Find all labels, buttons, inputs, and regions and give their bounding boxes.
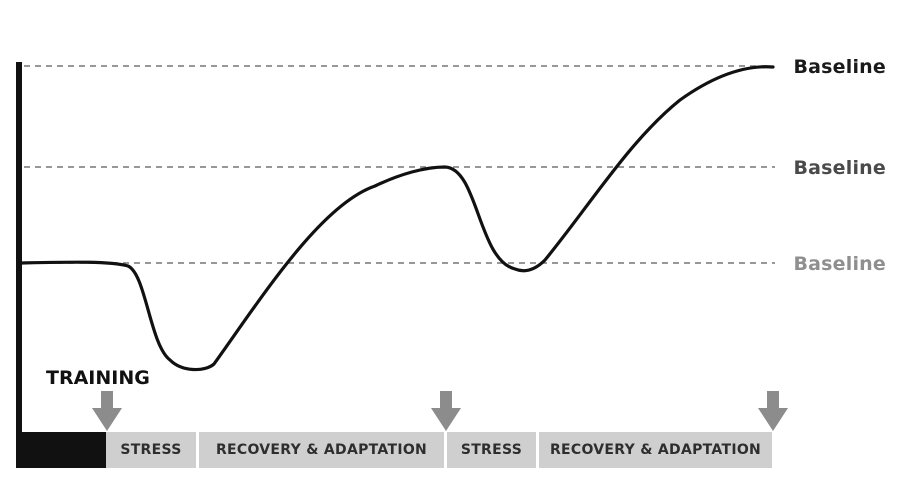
phase-recovery-adaptation: RECOVERY & ADAPTATION bbox=[539, 432, 772, 468]
phase-stress: STRESS bbox=[447, 432, 539, 468]
baseline-label-top: Baseline bbox=[793, 56, 886, 78]
performance-curve bbox=[20, 65, 775, 372]
down-arrow-icon bbox=[92, 391, 122, 431]
baseline-label-middle: Baseline bbox=[793, 157, 886, 179]
training-block bbox=[18, 432, 106, 468]
down-arrow-icon bbox=[758, 391, 788, 431]
phase-recovery-adaptation: RECOVERY & ADAPTATION bbox=[199, 432, 447, 468]
phase-bar: STRESS RECOVERY & ADAPTATION STRESS RECO… bbox=[18, 432, 772, 468]
phase-stress: STRESS bbox=[106, 432, 199, 468]
down-arrow-icon bbox=[431, 391, 461, 431]
training-label: TRAINING bbox=[46, 367, 150, 389]
baseline-label-low: Baseline bbox=[793, 253, 886, 275]
